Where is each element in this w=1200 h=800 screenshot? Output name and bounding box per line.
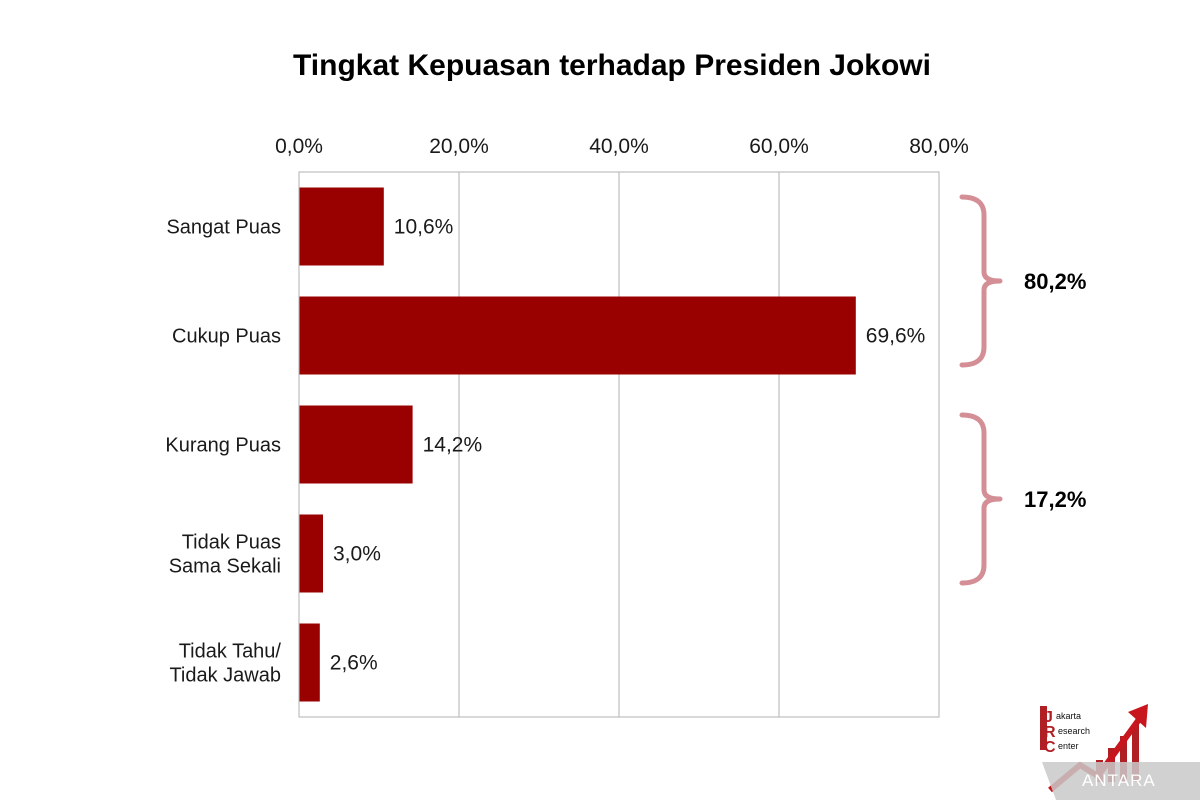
category-label: Kurang Puas (165, 435, 281, 457)
data-label: 69,6% (866, 325, 926, 348)
x-tick-label: 40,0% (589, 135, 649, 158)
category-label: Tidak Tahu/ (179, 641, 282, 663)
data-label: 3,0% (333, 543, 381, 566)
category-label: Sangat Puas (166, 217, 281, 239)
group-brackets: 80,2% 17,2% (959, 194, 1086, 586)
bar (299, 405, 413, 484)
logo-letter-j: J (1044, 709, 1053, 726)
group-bracket (959, 412, 1003, 586)
category-label: Tidak Jawab (169, 665, 281, 687)
logo-bar (1040, 706, 1047, 750)
logo-word-1: akarta (1056, 711, 1081, 721)
x-tick-label: 20,0% (429, 135, 489, 158)
category-label: Sama Sekali (169, 556, 281, 578)
category-label: Cukup Puas (172, 326, 281, 348)
x-tick-label: 0,0% (275, 135, 323, 158)
bar (299, 296, 856, 375)
category-label: Tidak Puas (182, 532, 281, 554)
bar (299, 187, 384, 266)
watermark-background (1042, 762, 1200, 800)
data-label: 14,2% (423, 434, 483, 457)
group-total-label: 17,2% (1024, 487, 1086, 512)
plot-area: 0,0% 20,0% 40,0% 60,0% 80,0% Sangat Puas 10,6%… (165, 135, 969, 718)
x-tick-label: 60,0% (749, 135, 809, 158)
logo-word-2: esearch (1058, 726, 1090, 736)
group-total-label: 80,2% (1024, 269, 1086, 294)
group-bracket (959, 194, 1003, 368)
watermark-text: ANTARA (1082, 771, 1156, 790)
chart-title: Tingkat Kepuasan terhadap Presiden Jokow… (293, 49, 931, 82)
data-label: 10,6% (394, 216, 454, 239)
logo-letter-r: R (1044, 724, 1056, 741)
antara-watermark: ANTARA (1042, 762, 1200, 800)
bar (299, 623, 320, 702)
logo-rise-bar-4 (1132, 724, 1139, 782)
logo-word-3: enter (1058, 741, 1079, 751)
logo-arrow-head-icon (1128, 704, 1148, 728)
bar (299, 514, 323, 593)
x-tick-label: 80,0% (909, 135, 969, 158)
logo-rise-bar-3 (1120, 736, 1127, 782)
logo-letter-c: C (1044, 739, 1056, 756)
data-label: 2,6% (330, 652, 378, 675)
